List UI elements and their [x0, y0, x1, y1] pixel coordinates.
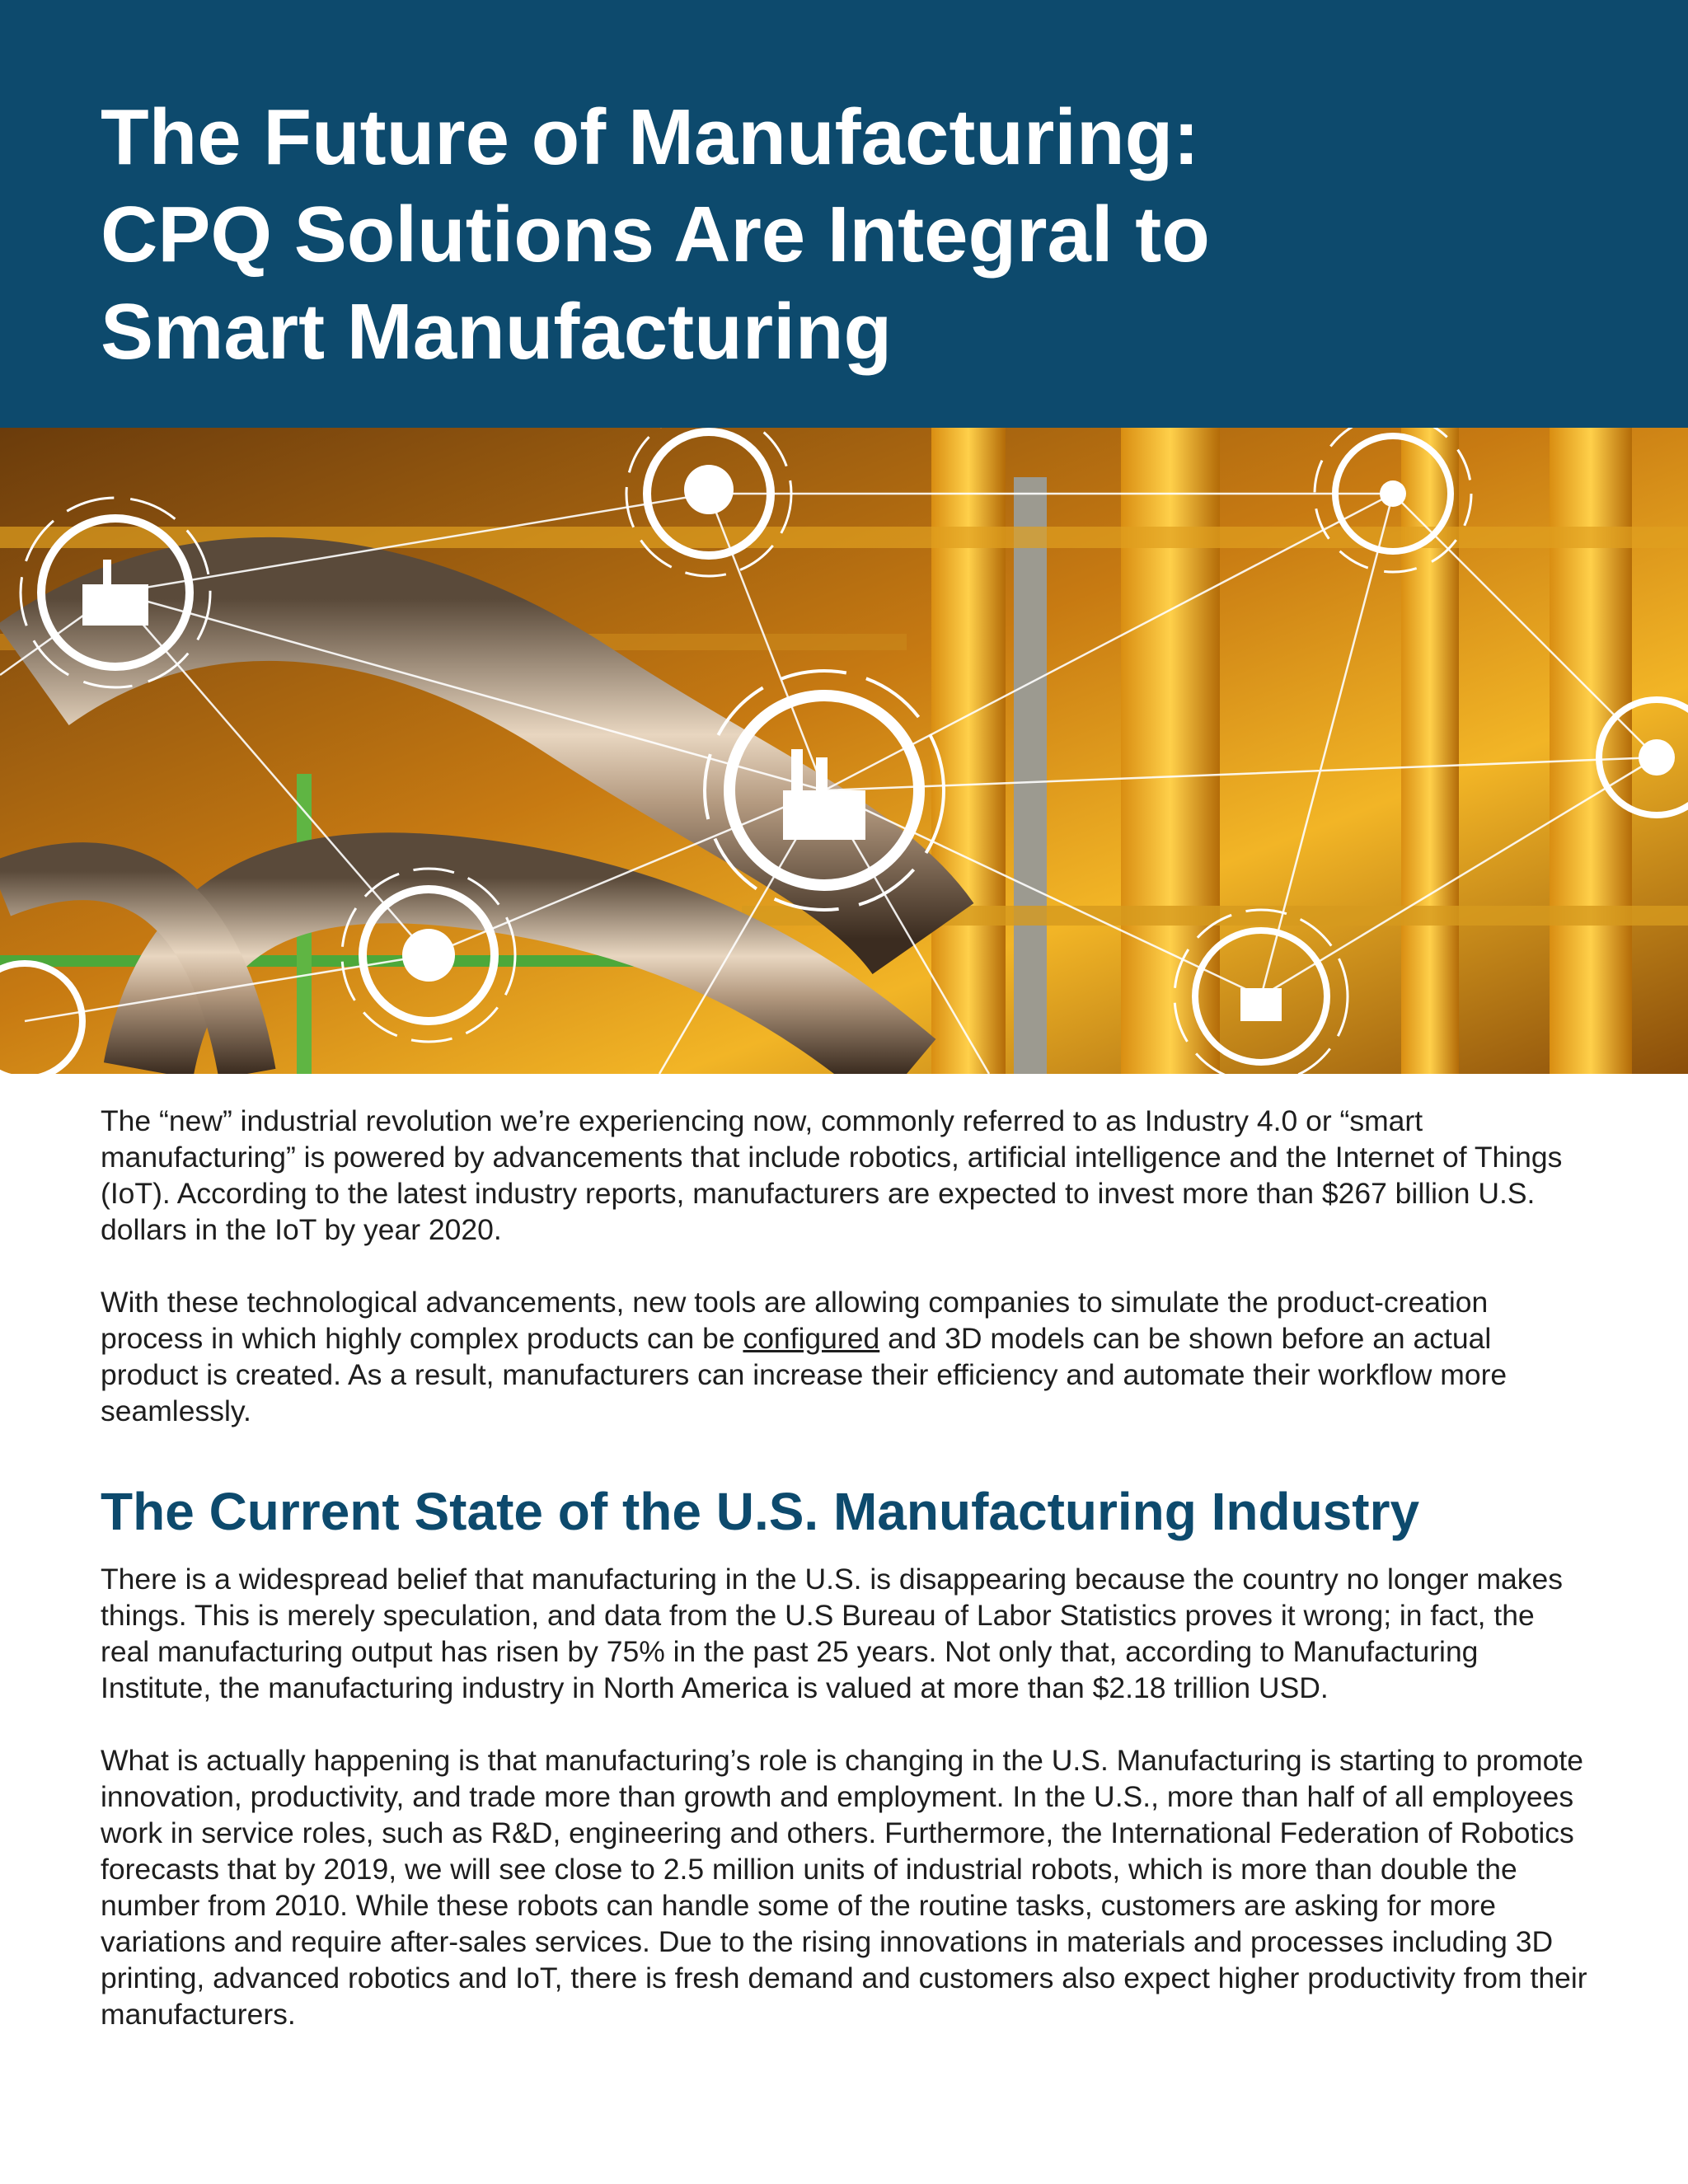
title: The Future of Manufacturing: CPQ Solutio… [101, 89, 1688, 381]
paragraph: The “new” industrial revolution we’re ex… [101, 1103, 1589, 1248]
paragraph: With these technological advancements, n… [101, 1284, 1589, 1429]
text: and 3D models can be shown before an act… [101, 1322, 1507, 1427]
title-line: CPQ Solutions Are Integral to [101, 190, 1210, 279]
icons [0, 428, 1688, 1074]
paragraph: What is actually happening is that manuf… [101, 1744, 1587, 2031]
title-line: The Future of Manufacturing: [101, 93, 1200, 181]
text: With these technological advancements, n… [101, 1286, 1489, 1355]
link[interactable]: configured [743, 1322, 880, 1355]
intro: The “new” industrial revolution we’re ex… [101, 1074, 1589, 1429]
paragraph: There is a widespread belief that manufa… [101, 1563, 1564, 1704]
content: The “new” industrial revolution we’re ex… [0, 1074, 1688, 2032]
text: The “new” industrial revolution we’re ex… [101, 1104, 1563, 1246]
header-band: The Future of Manufacturing: CPQ Solutio… [0, 0, 1688, 428]
section: There is a widespread belief that manufa… [101, 1561, 1589, 2032]
section-heading: The Current State of the U.S. Manufactur… [101, 1482, 1420, 1541]
hero-image [0, 428, 1688, 1074]
title-line: Smart Manufacturing [101, 288, 893, 376]
